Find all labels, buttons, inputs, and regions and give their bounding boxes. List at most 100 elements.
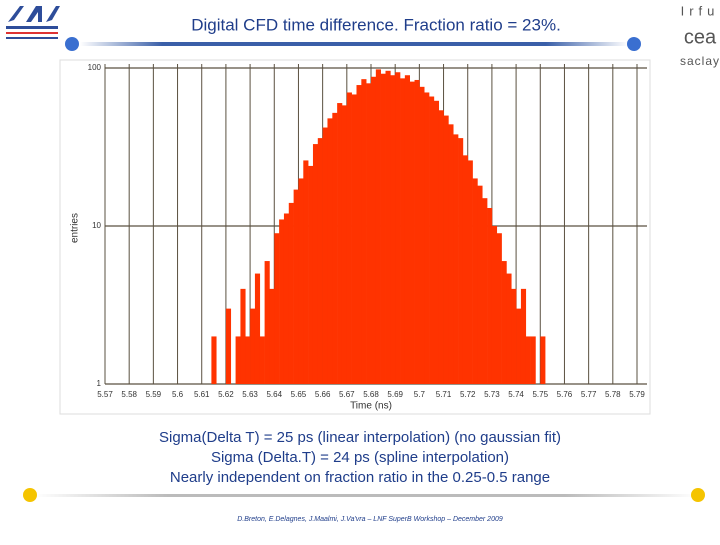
- x-tick-label: 5.7: [414, 390, 426, 399]
- x-tick-label: 5.6: [172, 390, 184, 399]
- x-tick-label: 5.64: [266, 390, 282, 399]
- bar: [530, 336, 536, 384]
- x-tick-label: 5.62: [218, 390, 234, 399]
- bar: [525, 336, 531, 384]
- bar: [245, 336, 251, 384]
- bar: [404, 75, 410, 385]
- bar: [264, 261, 270, 384]
- bar: [482, 198, 488, 384]
- bar: [259, 336, 265, 384]
- footer-rule: [35, 494, 697, 497]
- bar: [506, 273, 512, 384]
- x-tick-label: 5.67: [339, 390, 355, 399]
- bar: [361, 79, 367, 385]
- x-tick-label: 5.73: [484, 390, 500, 399]
- bar: [235, 336, 241, 384]
- bar: [341, 105, 348, 384]
- bar: [487, 207, 493, 384]
- bar: [274, 233, 280, 384]
- bar: [250, 308, 256, 384]
- bar: [385, 70, 391, 384]
- x-tick-label: 5.66: [315, 390, 331, 399]
- bar: [414, 79, 420, 385]
- bar: [288, 202, 294, 384]
- note-line: Nearly independent on fraction ratio in …: [170, 469, 550, 486]
- bar: [424, 92, 430, 384]
- bar: [540, 336, 546, 384]
- bar: [516, 308, 522, 384]
- bar: [409, 81, 415, 385]
- logo-text: cea: [684, 26, 717, 48]
- y-tick-label: 1: [97, 379, 102, 388]
- bar: [375, 69, 381, 384]
- x-tick-label: 5.71: [436, 390, 452, 399]
- lal-logo: [6, 6, 60, 39]
- bar: [458, 138, 464, 384]
- bar: [337, 103, 343, 385]
- bar: [467, 160, 473, 384]
- x-tick-label: 5.78: [605, 390, 621, 399]
- bar: [279, 219, 285, 384]
- x-tick-label: 5.76: [557, 390, 573, 399]
- bullet-dot: [627, 37, 641, 51]
- x-tick-label: 5.65: [291, 390, 307, 399]
- bar: [438, 110, 444, 384]
- footer: D.Breton, E.Delagnes, J.Maalmi, J.Va'vra…: [237, 516, 503, 523]
- y-tick-label: 100: [88, 63, 102, 72]
- x-tick-label: 5.61: [194, 390, 210, 399]
- bar: [453, 134, 459, 384]
- bar: [332, 112, 338, 385]
- bar: [346, 92, 352, 384]
- x-axis-label: Time (ns): [350, 401, 392, 412]
- bar: [211, 336, 217, 384]
- note-line: Sigma (Delta.T) = 24 ps (spline interpol…: [211, 449, 509, 466]
- bar: [351, 94, 357, 384]
- bars: [211, 69, 546, 385]
- bar: [269, 288, 275, 384]
- bar: [371, 76, 377, 385]
- x-tick-label: 5.59: [146, 390, 162, 399]
- bar: [496, 233, 502, 384]
- bar: [462, 155, 469, 384]
- x-tick-label: 5.68: [363, 390, 379, 399]
- bar: [429, 96, 435, 384]
- x-tick-label: 5.69: [387, 390, 403, 399]
- bar: [312, 144, 319, 384]
- bar: [443, 115, 449, 384]
- x-tick-label: 5.63: [242, 390, 258, 399]
- bar: [511, 288, 517, 384]
- bar: [395, 72, 401, 385]
- bar: [303, 160, 309, 384]
- y-tick-label: 10: [92, 221, 101, 230]
- bar: [491, 226, 498, 384]
- bar: [520, 288, 527, 384]
- bar: [240, 288, 246, 384]
- bar: [254, 273, 261, 384]
- logo-text: saclay: [680, 54, 720, 68]
- bar: [293, 189, 299, 384]
- x-tick-label: 5.72: [460, 390, 476, 399]
- x-tick-label: 5.57: [97, 390, 113, 399]
- tick-labels: 5.57 5.58 5.59 5.6 5.61 5.62 5.63 5.64 5.65 5.66 5…: [88, 63, 646, 399]
- bar: [283, 213, 290, 384]
- bar: [225, 308, 232, 384]
- bar: [448, 124, 454, 385]
- y-axis-label: entries: [70, 213, 81, 243]
- plot: 5.57 5.58 5.59 5.6 5.61 5.62 5.63 5.64 5.65 5.66 5…: [88, 63, 647, 399]
- bar: [433, 100, 440, 384]
- bullet-dot: [691, 488, 705, 502]
- bar: [322, 127, 328, 384]
- slide-title: Digital CFD time difference. Fraction ra…: [191, 15, 561, 34]
- bullet-dot: [65, 37, 79, 51]
- note-line: Sigma(Delta T) = 25 ps (linear interpola…: [159, 429, 561, 446]
- bar: [472, 178, 478, 384]
- bar: [327, 118, 333, 384]
- title-rule: [80, 42, 628, 46]
- bar: [356, 85, 362, 385]
- bar: [501, 261, 507, 384]
- bar: [390, 75, 396, 385]
- x-tick-label: 5.58: [121, 390, 137, 399]
- bar: [298, 178, 304, 384]
- logo-text: Irfu: [681, 3, 720, 18]
